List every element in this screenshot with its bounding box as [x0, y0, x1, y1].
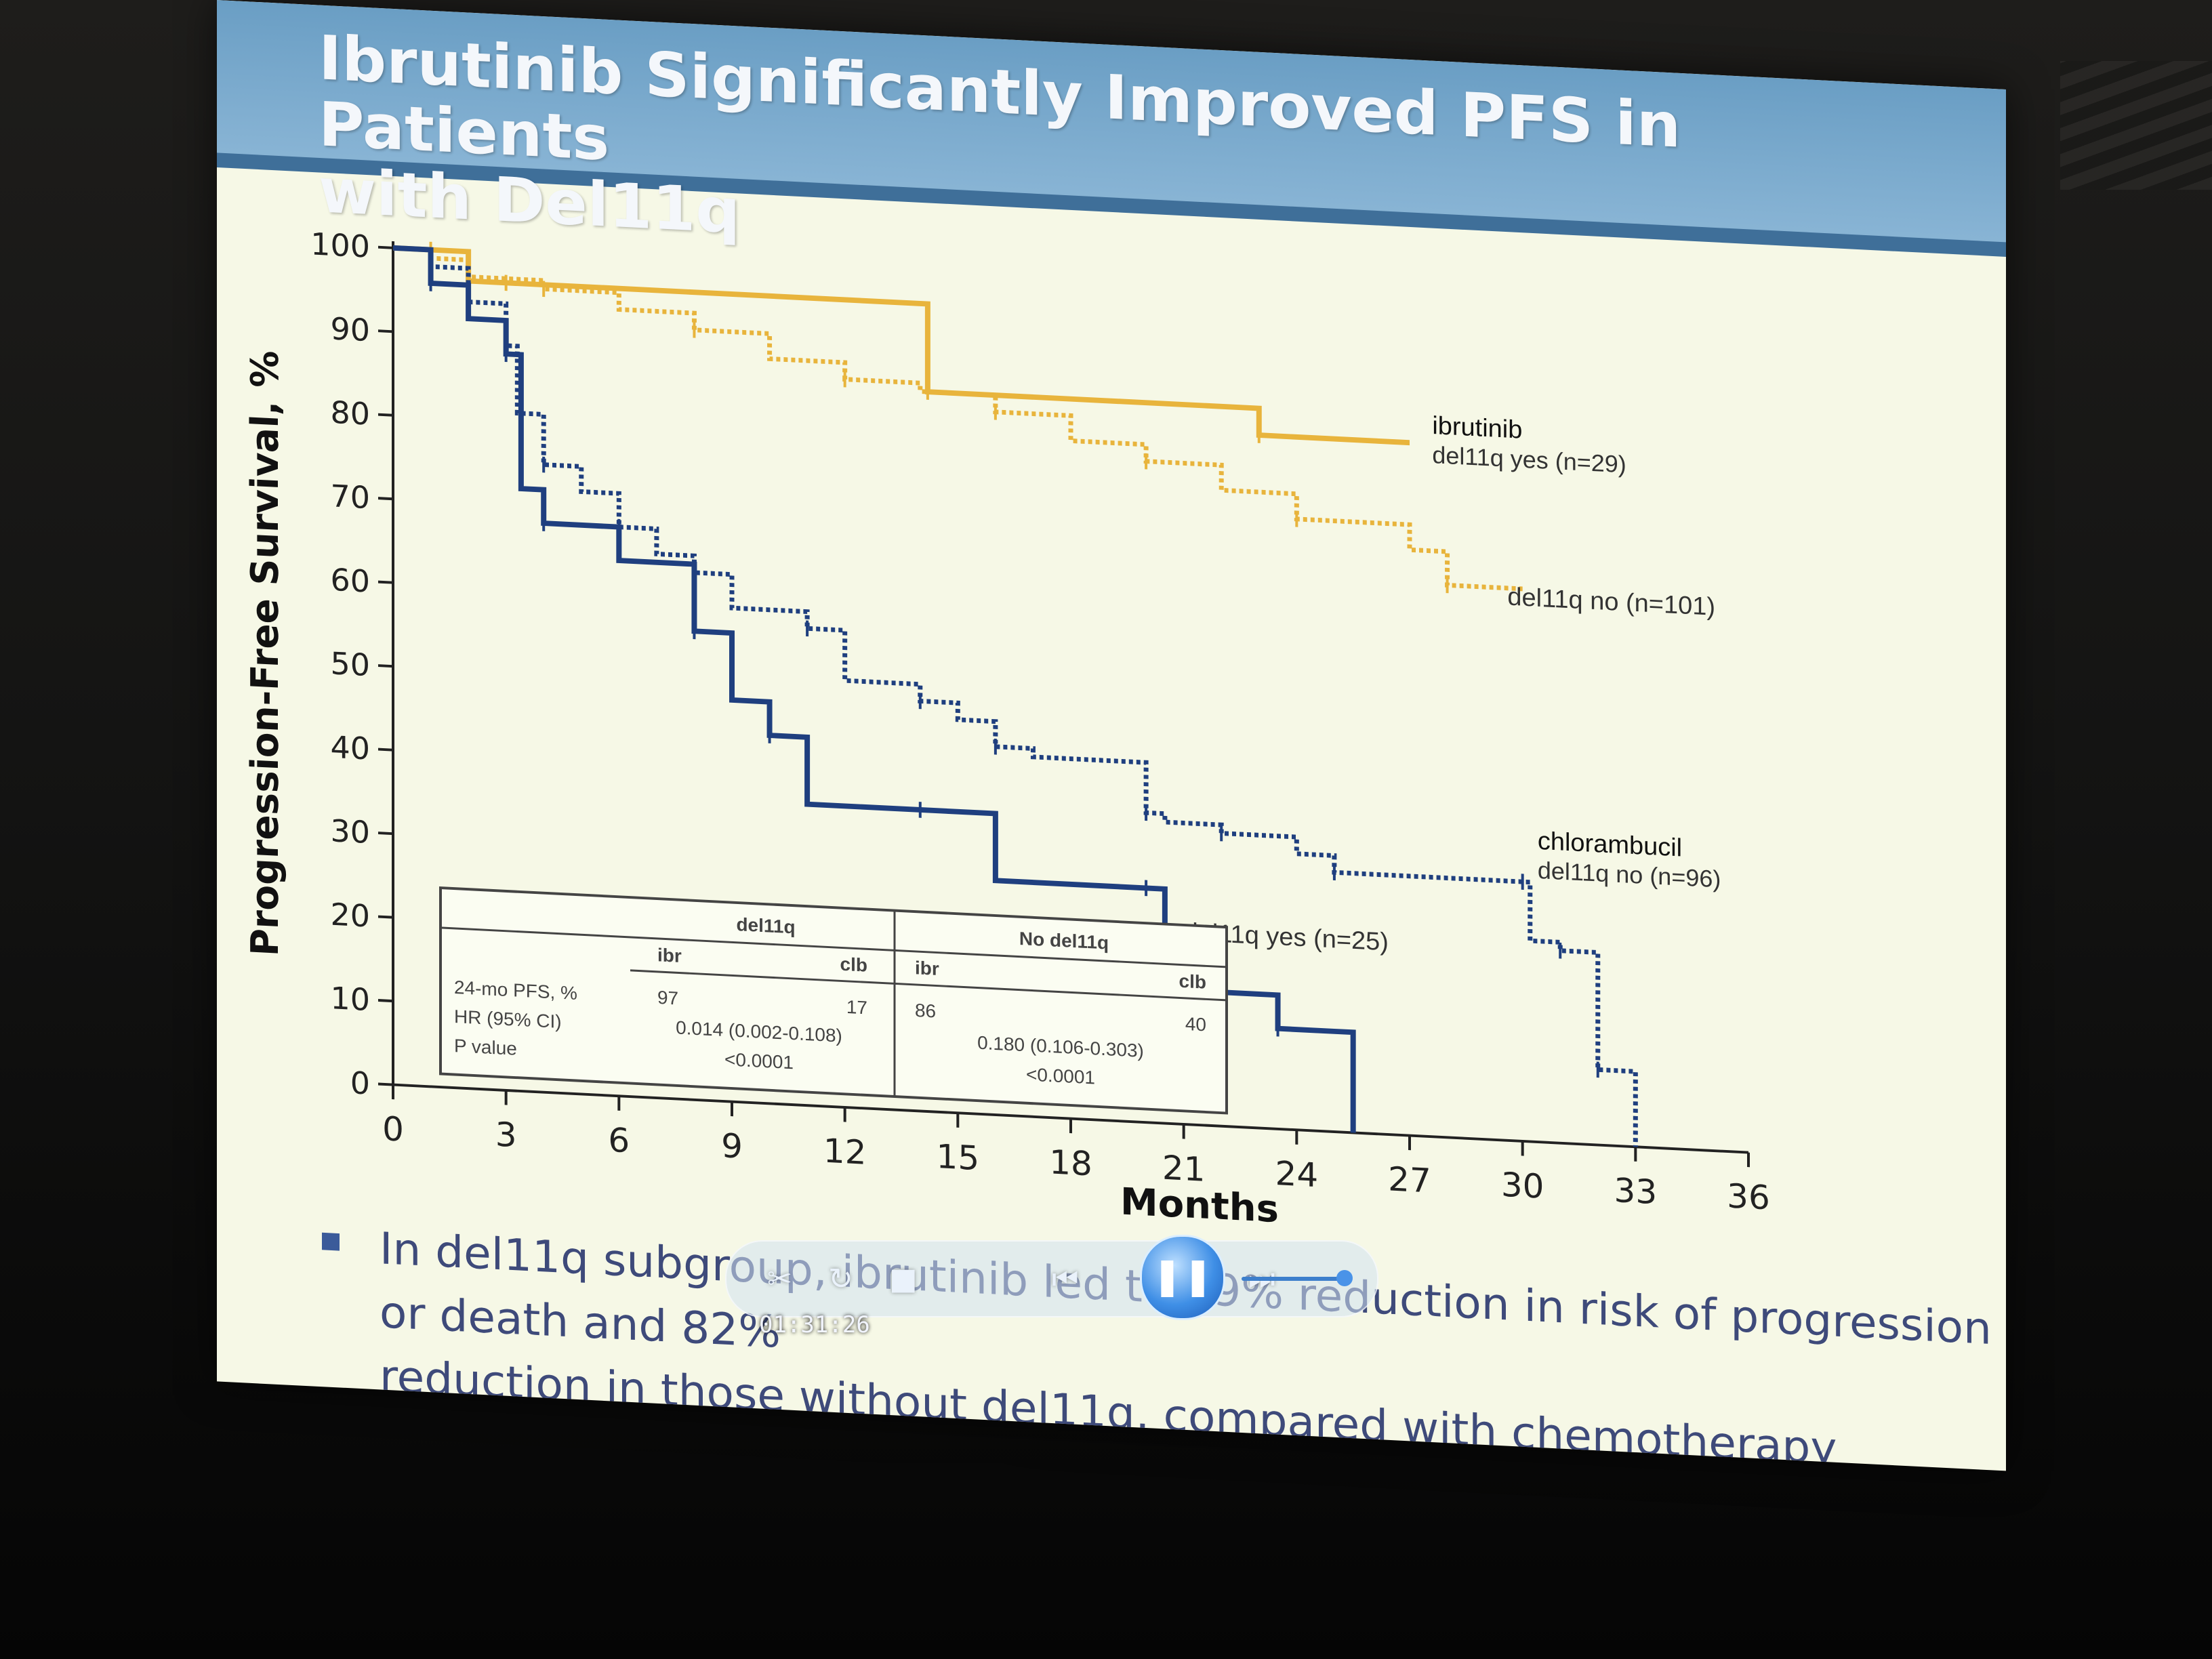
- repeat-icon[interactable]: ↻: [828, 1262, 853, 1296]
- table-rule: [630, 969, 1227, 1002]
- y-tick-label: 20: [330, 897, 370, 934]
- x-tick-label: 30: [1501, 1165, 1544, 1206]
- series-line-2: [393, 245, 1638, 1147]
- y-tick-label: 100: [310, 226, 370, 265]
- table-cell: <0.0001: [1026, 1064, 1095, 1088]
- x-tick-label: 12: [823, 1131, 867, 1172]
- x-tick-label: 15: [937, 1136, 980, 1178]
- y-tick: [378, 832, 393, 836]
- x-tick-label: 3: [495, 1115, 517, 1155]
- table-cell: 86: [915, 1000, 936, 1021]
- y-tick-label: 10: [330, 981, 370, 1018]
- x-tick-label: 33: [1614, 1170, 1658, 1212]
- rewind-icon[interactable]: ⏮: [1052, 1262, 1079, 1296]
- table-cell: <0.0001: [724, 1048, 794, 1073]
- projection-screen: Ibrutinib Significantly Improved PFS in …: [217, 0, 2006, 1471]
- y-tick-label: 60: [330, 562, 370, 599]
- y-tick: [378, 1082, 393, 1086]
- x-tick-label: 21: [1162, 1148, 1206, 1189]
- y-tick-label: 0: [350, 1065, 370, 1102]
- table-frame: [439, 886, 1228, 1115]
- x-tick-label: 27: [1388, 1160, 1431, 1201]
- volume-slider-knob[interactable]: [1336, 1270, 1353, 1286]
- series-label: ibrutinib: [1432, 411, 1522, 443]
- x-tick-label: 6: [608, 1120, 630, 1160]
- y-tick: [378, 999, 393, 1003]
- series-line-0: [393, 245, 1410, 446]
- x-tick-label: 9: [721, 1126, 743, 1166]
- media-player-controls: ✂ ↻ ■ ⏮ ❚❚ ⏭ 🔈: [725, 1235, 1378, 1320]
- y-tick-label: 80: [330, 394, 370, 432]
- scissors-icon[interactable]: ✂: [767, 1262, 792, 1296]
- table-group-header: No del11q: [1019, 928, 1109, 953]
- stop-icon[interactable]: ■: [889, 1262, 918, 1296]
- table-rule: [441, 926, 1227, 968]
- y-tick-label: 30: [330, 813, 370, 851]
- y-tick: [378, 915, 393, 919]
- x-tick-label: 24: [1275, 1153, 1319, 1195]
- y-tick: [378, 664, 393, 668]
- table-col-header: ibr: [657, 944, 682, 966]
- table-row-label: P value: [454, 1035, 517, 1059]
- pause-icon: ❚❚: [1151, 1256, 1214, 1296]
- series-label: chlorambucil: [1538, 826, 1682, 861]
- table-col-header: clb: [840, 954, 867, 976]
- series-line-1: [393, 245, 1523, 592]
- table-group-header: del11q: [736, 914, 795, 937]
- y-axis-label: Progression-Free Survival, %: [244, 350, 288, 958]
- y-tick-label: 70: [330, 478, 370, 516]
- table-col-header: ibr: [915, 957, 939, 979]
- y-tick-label: 40: [330, 729, 370, 766]
- table-cell: 17: [846, 996, 867, 1018]
- ceiling-vent: [2060, 61, 2212, 190]
- series-label: del11q no (n=101): [1507, 582, 1715, 621]
- y-tick: [378, 580, 393, 584]
- y-tick: [378, 245, 393, 249]
- playback-time: 01:31:26: [759, 1311, 870, 1338]
- series-label: del11q yes (n=29): [1432, 441, 1626, 478]
- table-cell: 97: [657, 987, 678, 1008]
- y-tick: [378, 497, 393, 501]
- table-cell: 40: [1185, 1013, 1206, 1035]
- pause-button[interactable]: ❚❚: [1140, 1235, 1225, 1320]
- volume-slider-track[interactable]: [1242, 1277, 1343, 1281]
- x-tick-label: 18: [1049, 1143, 1092, 1184]
- x-tick-label: 0: [382, 1109, 404, 1149]
- x-tick-label: 36: [1727, 1176, 1770, 1218]
- table-col-header: clb: [1179, 970, 1206, 993]
- x-axis-label: Months: [1120, 1181, 1279, 1231]
- series-label: del11q no (n=96): [1538, 857, 1721, 893]
- y-tick-label: 50: [330, 646, 370, 683]
- y-tick-label: 90: [330, 311, 370, 348]
